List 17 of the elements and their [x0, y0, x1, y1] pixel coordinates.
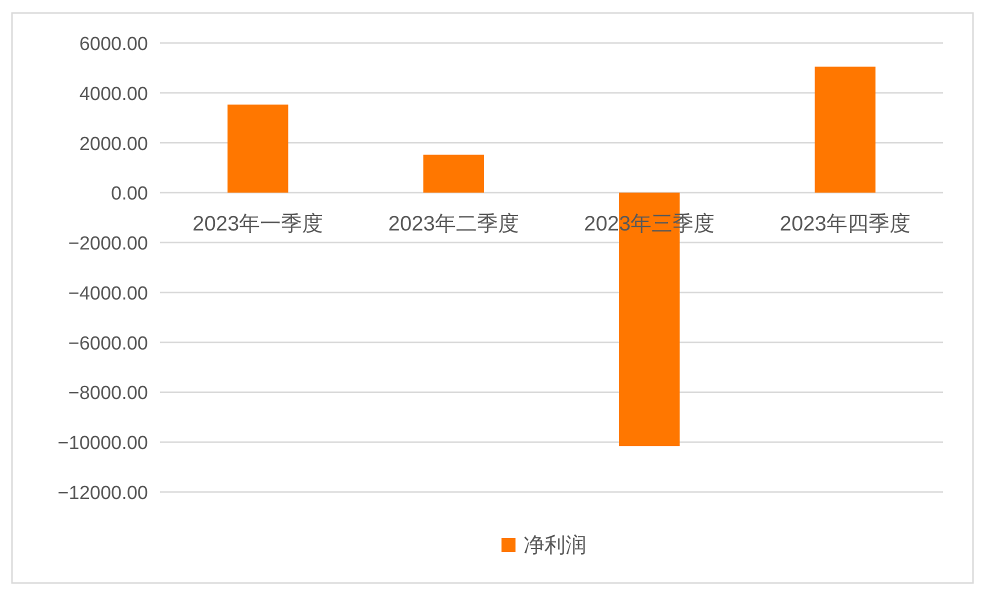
x-tick-label: 2023年二季度 [388, 212, 519, 236]
y-tick-label: −2000.00 [68, 234, 148, 255]
x-tick-label: 2023年四季度 [780, 212, 910, 236]
y-tick-label: −10000.00 [58, 433, 148, 454]
y-tick-label: −4000.00 [68, 283, 148, 304]
y-tick-label: 4000.00 [79, 84, 148, 105]
y-tick-label: −8000.00 [68, 383, 148, 404]
y-tick-label: 0.00 [111, 184, 148, 205]
y-tick-label: −6000.00 [68, 333, 148, 354]
bar [814, 66, 876, 193]
bar [228, 104, 288, 193]
y-tick-label: −12000.00 [58, 483, 148, 504]
y-tick-label: 2000.00 [79, 134, 148, 155]
y-tick-label: 6000.00 [79, 34, 148, 55]
x-tick-label: 2023年一季度 [192, 212, 324, 236]
legend-label: 净利润 [524, 534, 586, 557]
bar [423, 154, 484, 193]
